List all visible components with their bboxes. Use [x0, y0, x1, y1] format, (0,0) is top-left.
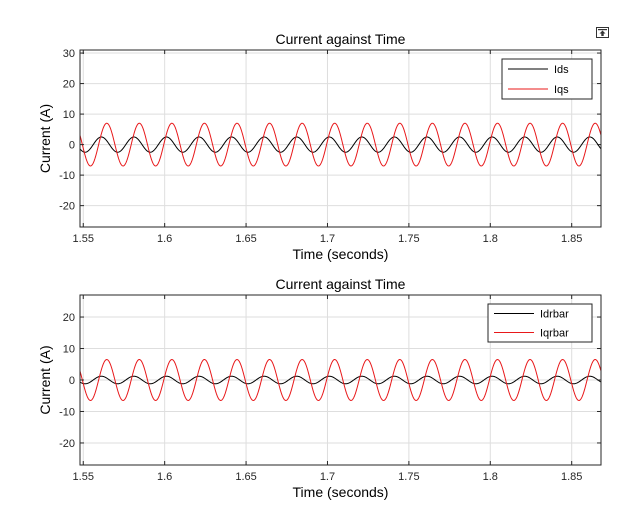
- x-tick-label: 1.8: [483, 471, 498, 483]
- y-tick-label: 10: [63, 109, 75, 121]
- legend-label-iqs: Iqs: [554, 84, 569, 96]
- x-axis-label: Time (seconds): [293, 246, 389, 262]
- x-axis-label: Time (seconds): [293, 484, 389, 500]
- y-tick-label: -10: [59, 170, 75, 182]
- y-tick-label: 30: [63, 48, 75, 60]
- chart-2: 1.55 1.6 1.65 1.7 1.75 1.8 1.85 20 10 0 -10 -20 Curr…: [37, 276, 602, 500]
- series-line-iqrbar: [80, 359, 601, 401]
- series-line-ids: [80, 136, 601, 153]
- restore-view-icon: [598, 29, 607, 36]
- x-tick-label: 1.55: [73, 471, 94, 483]
- x-tick-label: 1.85: [561, 233, 582, 245]
- y-tick-label: 20: [63, 312, 75, 324]
- restore-view-button[interactable]: [596, 27, 609, 38]
- y-axis-label: Current (A): [37, 345, 53, 414]
- legend: Idrbar Iqrbar: [487, 303, 593, 343]
- x-tick-label: 1.75: [398, 233, 419, 245]
- legend: Ids Iqs: [501, 58, 593, 100]
- x-tick-label: 1.6: [157, 471, 172, 483]
- x-tick-label: 1.65: [235, 233, 256, 245]
- legend-label-idrbar: Idrbar: [540, 309, 569, 321]
- x-tick-label: 1.7: [320, 233, 335, 245]
- series-line-idrbar: [80, 375, 601, 385]
- legend-label-ids: Ids: [554, 64, 569, 76]
- y-tick-label: 0: [69, 375, 75, 387]
- x-tick-label: 1.8: [483, 233, 498, 245]
- legend-box: [501, 58, 593, 100]
- y-tick-label: -20: [59, 438, 75, 450]
- chart-title: Current against Time: [276, 276, 406, 292]
- y-tick-label: 10: [63, 344, 75, 356]
- chart-title: Current against Time: [276, 31, 406, 47]
- axes-box: [79, 49, 602, 228]
- legend-box: [487, 303, 593, 343]
- x-tick-label: 1.65: [235, 471, 256, 483]
- y-tick-label: -10: [59, 406, 75, 418]
- x-tick-label: 1.7: [320, 471, 335, 483]
- series-line-iqs: [80, 122, 601, 167]
- y-tick-label: 0: [69, 140, 75, 152]
- chart-1: 1.55 1.6 1.65 1.7 1.75 1.8 1.85 30 20 10 0 -10 -20 Cu…: [37, 31, 602, 262]
- x-tick-label: 1.85: [561, 471, 582, 483]
- y-tick-label: 20: [63, 79, 75, 91]
- x-tick-label: 1.6: [157, 233, 172, 245]
- y-tick-label: -20: [59, 201, 75, 213]
- x-tick-label: 1.75: [398, 471, 419, 483]
- x-tick-label: 1.55: [73, 233, 94, 245]
- y-axis-label: Current (A): [37, 104, 53, 173]
- legend-label-iqrbar: Iqrbar: [540, 328, 569, 340]
